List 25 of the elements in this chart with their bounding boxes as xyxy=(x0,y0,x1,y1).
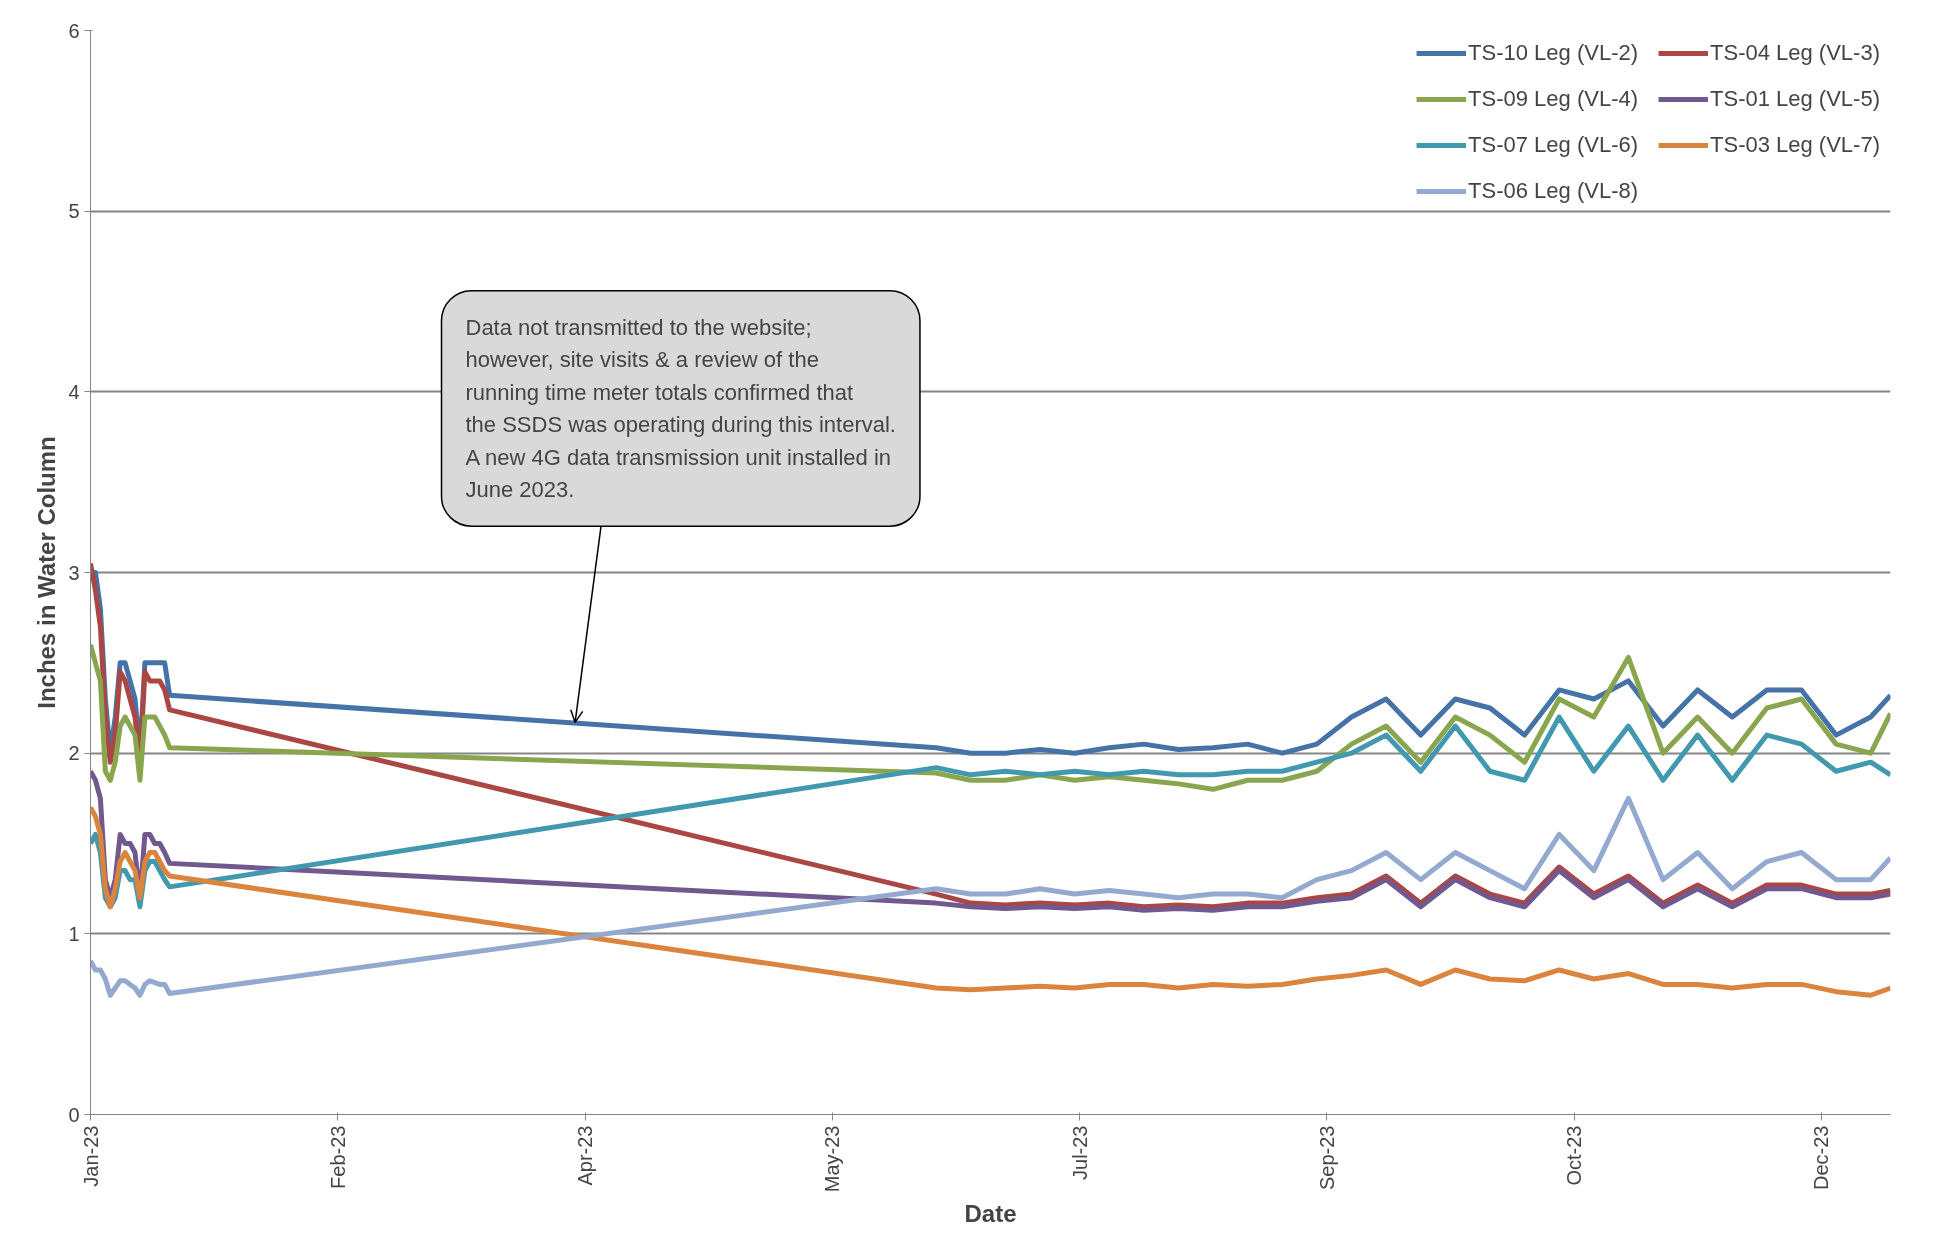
y-tick-label: 4 xyxy=(68,380,80,403)
legend-label: TS-07 Leg (VL-6) xyxy=(1468,132,1639,158)
legend-label: TS-06 Leg (VL-8) xyxy=(1468,178,1639,204)
x-tick-label: May-23 xyxy=(821,1125,844,1193)
legend-label: TS-04 Leg (VL-3) xyxy=(1710,40,1880,66)
x-tick-label: Sep-23 xyxy=(1315,1125,1338,1190)
x-axis-title: Date xyxy=(964,1200,1017,1228)
x-tick-label: Feb-23 xyxy=(326,1125,349,1189)
x-tick-label: Jul-23 xyxy=(1068,1125,1091,1180)
y-tick-label: 0 xyxy=(68,1103,80,1126)
legend-label: TS-03 Leg (VL-7) xyxy=(1710,132,1880,158)
legend-label: TS-10 Leg (VL-2) xyxy=(1468,40,1639,66)
x-tick-label: Dec-23 xyxy=(1810,1125,1833,1190)
y-tick-label: 2 xyxy=(68,742,80,765)
x-tick-label: Apr-23 xyxy=(574,1125,597,1186)
y-tick-label: 1 xyxy=(68,922,80,945)
y-tick-label: 5 xyxy=(68,200,80,223)
x-tick-label: Jan-23 xyxy=(79,1125,102,1187)
x-tick-label: Oct-23 xyxy=(1563,1125,1586,1186)
y-tick-label: 3 xyxy=(68,561,80,584)
legend-label: TS-09 Leg (VL-4) xyxy=(1468,86,1639,112)
y-axis-title: Inches in Water Column xyxy=(33,436,61,709)
annotation: Data not transmitted to the website; however, site visits & a review of the running time meter totals confirmed that the SSDS was operating during this interval. A new 4G data transmission unit installed in June 2023. xyxy=(465,314,896,503)
y-tick-label: 6 xyxy=(68,19,80,42)
legend-label: TS-01 Leg (VL-5) xyxy=(1710,86,1880,112)
